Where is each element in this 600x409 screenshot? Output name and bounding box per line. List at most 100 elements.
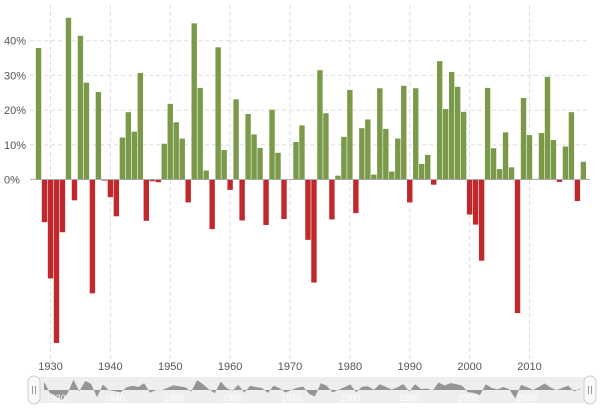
- y-tick-label: 0%: [4, 175, 20, 187]
- x-tick-label: 1960: [218, 361, 242, 373]
- bar-1977: [329, 179, 335, 220]
- bar-1951: [173, 122, 179, 180]
- bar-1975: [317, 70, 323, 180]
- navigator-label: 2010: [517, 393, 537, 403]
- bar-1981: [353, 179, 359, 214]
- bar-1947: [149, 179, 155, 182]
- y-tick-label: 20%: [4, 105, 26, 117]
- bar-1937: [89, 179, 96, 294]
- bar-1957: [209, 179, 215, 230]
- bar-1995: [436, 61, 443, 180]
- bar-1997: [448, 71, 455, 180]
- bar-2002: [478, 179, 485, 261]
- bar-1946: [143, 179, 149, 221]
- bar-1960: [227, 179, 233, 190]
- bar-1936: [83, 82, 90, 180]
- bar-2017: [568, 112, 575, 180]
- navigator-label: 1950: [164, 393, 184, 403]
- bar-1943: [125, 112, 132, 180]
- navigator-series: [44, 379, 580, 401]
- bar-1990: [407, 179, 413, 203]
- axes: 0% 10% 20% 30% 40% 1930 1940 1950 1960 1970 1980 19…: [4, 36, 590, 373]
- navigator-label: 1990: [399, 393, 419, 403]
- bar-1941: [113, 179, 120, 217]
- bar-1968: [275, 152, 281, 180]
- y-tick-label: 40%: [4, 36, 26, 48]
- bar-2016: [562, 146, 569, 180]
- bars: [35, 17, 587, 343]
- bar-1965: [257, 147, 263, 180]
- bar-1963: [245, 113, 251, 180]
- bar-2003: [484, 87, 491, 180]
- bar-1953: [185, 179, 191, 203]
- bar-2010: [526, 135, 533, 180]
- bar-1991: [413, 88, 419, 180]
- bar-1931: [53, 179, 60, 343]
- bar-2018: [574, 179, 581, 202]
- x-tick-label: 1950: [158, 361, 182, 373]
- bar-1961: [233, 99, 239, 180]
- bar-1948: [155, 179, 161, 183]
- bar-1992: [419, 163, 425, 180]
- bar-1958: [215, 47, 221, 180]
- bar-1952: [179, 138, 185, 180]
- bar-1940: [107, 179, 114, 198]
- bar-1988: [395, 138, 401, 180]
- bar-2019: [580, 161, 587, 180]
- bar-1966: [263, 179, 269, 225]
- navigator-label: 1930: [46, 393, 66, 403]
- bar-1935: [77, 35, 84, 180]
- bar-1982: [359, 128, 365, 180]
- navigator-handle-right[interactable]: [583, 375, 597, 405]
- x-tick-label: 1940: [98, 361, 122, 373]
- range-navigator[interactable]: 1930 1940 1950 1960 1970 1980 1990 2000 2010: [27, 375, 597, 405]
- bar-1932: [59, 179, 66, 233]
- bar-2009: [520, 97, 527, 180]
- bar-1938: [95, 92, 102, 180]
- bar-1930: [47, 179, 54, 279]
- bar-1986: [383, 128, 389, 180]
- bar-1928: [35, 47, 42, 180]
- x-tick-label: 2010: [517, 361, 541, 373]
- bar-2007: [508, 167, 515, 180]
- bar-1973: [305, 179, 311, 240]
- bar-1954: [191, 23, 197, 180]
- navigator-label: 1940: [105, 393, 125, 403]
- bar-1979: [341, 136, 347, 180]
- bar-1962: [239, 179, 245, 221]
- bar-1944: [131, 131, 138, 180]
- x-tick-label: 1980: [338, 361, 362, 373]
- bar-1972: [299, 125, 305, 180]
- bar-2000: [466, 179, 473, 215]
- bar-1942: [119, 137, 126, 180]
- bar-1929: [41, 179, 48, 223]
- bar-1976: [323, 113, 329, 180]
- navigator-label: 1970: [281, 393, 301, 403]
- bar-1993: [425, 154, 431, 180]
- bar-1983: [365, 119, 371, 180]
- bar-1969: [281, 179, 287, 220]
- bar-1996: [442, 109, 449, 180]
- navigator-handle-left[interactable]: [27, 375, 41, 405]
- bar-1989: [401, 85, 407, 180]
- bar-1967: [269, 109, 275, 180]
- bar-1980: [347, 89, 353, 180]
- bar-1978: [335, 175, 341, 180]
- bar-2004: [490, 148, 497, 180]
- bar-1971: [293, 142, 299, 180]
- bar-2015: [556, 179, 563, 182]
- bar-1959: [221, 150, 227, 180]
- bar-1955: [197, 87, 203, 180]
- bar-1964: [251, 134, 257, 180]
- bar-2008: [514, 179, 521, 314]
- bar-1984: [371, 174, 377, 180]
- navigator-label: 1960: [222, 393, 242, 403]
- bar-2006: [502, 132, 509, 180]
- y-tick-label: 10%: [4, 140, 26, 152]
- bar-1974: [311, 179, 317, 283]
- bar-1956: [203, 170, 209, 180]
- bar-1949: [161, 143, 167, 180]
- x-tick-label: 1970: [278, 361, 302, 373]
